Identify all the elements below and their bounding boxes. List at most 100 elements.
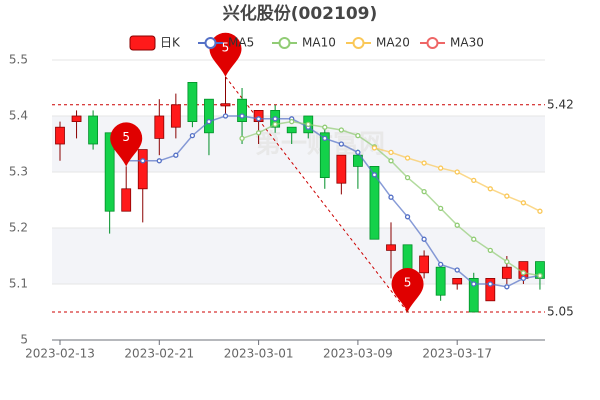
x-tick-label: 2023-03-17 bbox=[422, 347, 492, 361]
ma-point bbox=[338, 141, 345, 147]
legend-label: MA20 bbox=[376, 36, 410, 50]
candle-body bbox=[336, 154, 347, 184]
ma-point bbox=[471, 236, 477, 242]
candle-body bbox=[501, 266, 512, 279]
pin-marker bbox=[110, 122, 143, 167]
ma-line bbox=[126, 115, 541, 288]
ma-point bbox=[371, 145, 378, 151]
candle-body bbox=[419, 255, 430, 274]
ma-point bbox=[239, 135, 245, 142]
candle-body bbox=[204, 98, 214, 134]
legend-swatch bbox=[352, 37, 365, 49]
ma-point bbox=[388, 194, 394, 200]
legend-label: MA30 bbox=[450, 36, 484, 50]
ma-point bbox=[272, 116, 278, 122]
candle-body bbox=[253, 110, 264, 123]
candle-body bbox=[386, 244, 396, 251]
candle-body bbox=[369, 165, 380, 240]
pin-marker bbox=[391, 268, 424, 312]
ma-point bbox=[487, 186, 493, 192]
candle-body bbox=[352, 154, 363, 167]
pin-label: 5 bbox=[404, 276, 412, 290]
ma-point bbox=[454, 222, 460, 228]
candle-body bbox=[104, 132, 115, 212]
ma-point bbox=[404, 174, 411, 181]
ma-point bbox=[504, 193, 510, 199]
candle-body bbox=[435, 266, 446, 296]
legend-swatch bbox=[129, 35, 156, 51]
candle-body bbox=[319, 132, 330, 179]
ma-point bbox=[388, 158, 394, 164]
candle-body bbox=[220, 103, 231, 107]
ma-point bbox=[504, 284, 510, 290]
ma-point bbox=[487, 281, 493, 287]
y-tick-label: 5.5 bbox=[9, 53, 28, 67]
ma-point bbox=[520, 275, 527, 282]
candle-body bbox=[535, 261, 545, 279]
ma-point bbox=[404, 214, 411, 220]
ma-point bbox=[305, 121, 311, 128]
ma-point bbox=[140, 158, 146, 164]
ma-point bbox=[437, 205, 444, 212]
x-tick-label: 2023-02-21 bbox=[124, 347, 194, 361]
reference-label: 5.42 bbox=[547, 97, 574, 111]
legend-label: MA10 bbox=[302, 36, 336, 50]
ma-point bbox=[421, 160, 427, 166]
candle-body bbox=[154, 115, 165, 139]
chart-title: 兴化股份(002109) bbox=[223, 3, 378, 24]
x-tick-label: 2023-03-09 bbox=[323, 347, 393, 361]
legend-label: MA5 bbox=[228, 36, 254, 50]
x-tick-label: 2023-02-13 bbox=[25, 347, 95, 361]
ma-point bbox=[173, 152, 179, 158]
ma-point bbox=[156, 158, 162, 164]
ma-point bbox=[322, 124, 328, 130]
ma-point bbox=[454, 267, 460, 273]
ma-point bbox=[487, 247, 493, 254]
y-tick-label: 5.4 bbox=[9, 109, 28, 123]
pin-label: 5 bbox=[222, 40, 230, 54]
ma-point bbox=[222, 113, 229, 119]
ma-point bbox=[520, 200, 527, 206]
ma-point bbox=[504, 258, 510, 265]
y-tick-label: 5.3 bbox=[9, 165, 28, 179]
ma-point bbox=[437, 165, 444, 171]
candle-body bbox=[468, 277, 479, 313]
candle-body bbox=[237, 98, 247, 122]
ma-point bbox=[371, 172, 378, 178]
legend-label: 日K bbox=[160, 36, 181, 50]
candle-body bbox=[55, 126, 65, 145]
candle-body bbox=[286, 126, 297, 134]
ma-point bbox=[338, 127, 345, 133]
ma-point bbox=[388, 149, 394, 156]
ma-point bbox=[537, 208, 543, 214]
ma-point bbox=[471, 281, 477, 287]
ma-point bbox=[289, 118, 295, 125]
ma-point bbox=[537, 272, 543, 279]
candle-body bbox=[88, 115, 98, 145]
candle-body bbox=[485, 277, 496, 302]
ma-point bbox=[255, 130, 262, 136]
ma-point bbox=[322, 135, 328, 142]
ma-point bbox=[437, 261, 444, 268]
legend-swatch bbox=[204, 37, 217, 49]
pin-label: 5 bbox=[122, 130, 130, 144]
candle-body bbox=[137, 149, 148, 190]
ma-point bbox=[206, 118, 212, 125]
x-tick-label: 2023-03-01 bbox=[224, 347, 294, 361]
ma-point bbox=[404, 155, 411, 161]
ma-point bbox=[520, 270, 527, 276]
ma-point bbox=[471, 177, 477, 184]
candle-body bbox=[71, 115, 82, 122]
ma-point bbox=[421, 236, 427, 242]
ma-point bbox=[355, 132, 361, 139]
candle-body bbox=[452, 277, 463, 285]
candle-body bbox=[170, 104, 181, 128]
reference-label: 5.05 bbox=[547, 305, 574, 319]
candle-body bbox=[121, 188, 132, 212]
y-tick-label: 5 bbox=[20, 333, 28, 347]
y-tick-label: 5.1 bbox=[9, 277, 28, 291]
ma-point bbox=[355, 149, 361, 156]
ma-point bbox=[239, 113, 245, 119]
ma-point bbox=[421, 188, 427, 195]
